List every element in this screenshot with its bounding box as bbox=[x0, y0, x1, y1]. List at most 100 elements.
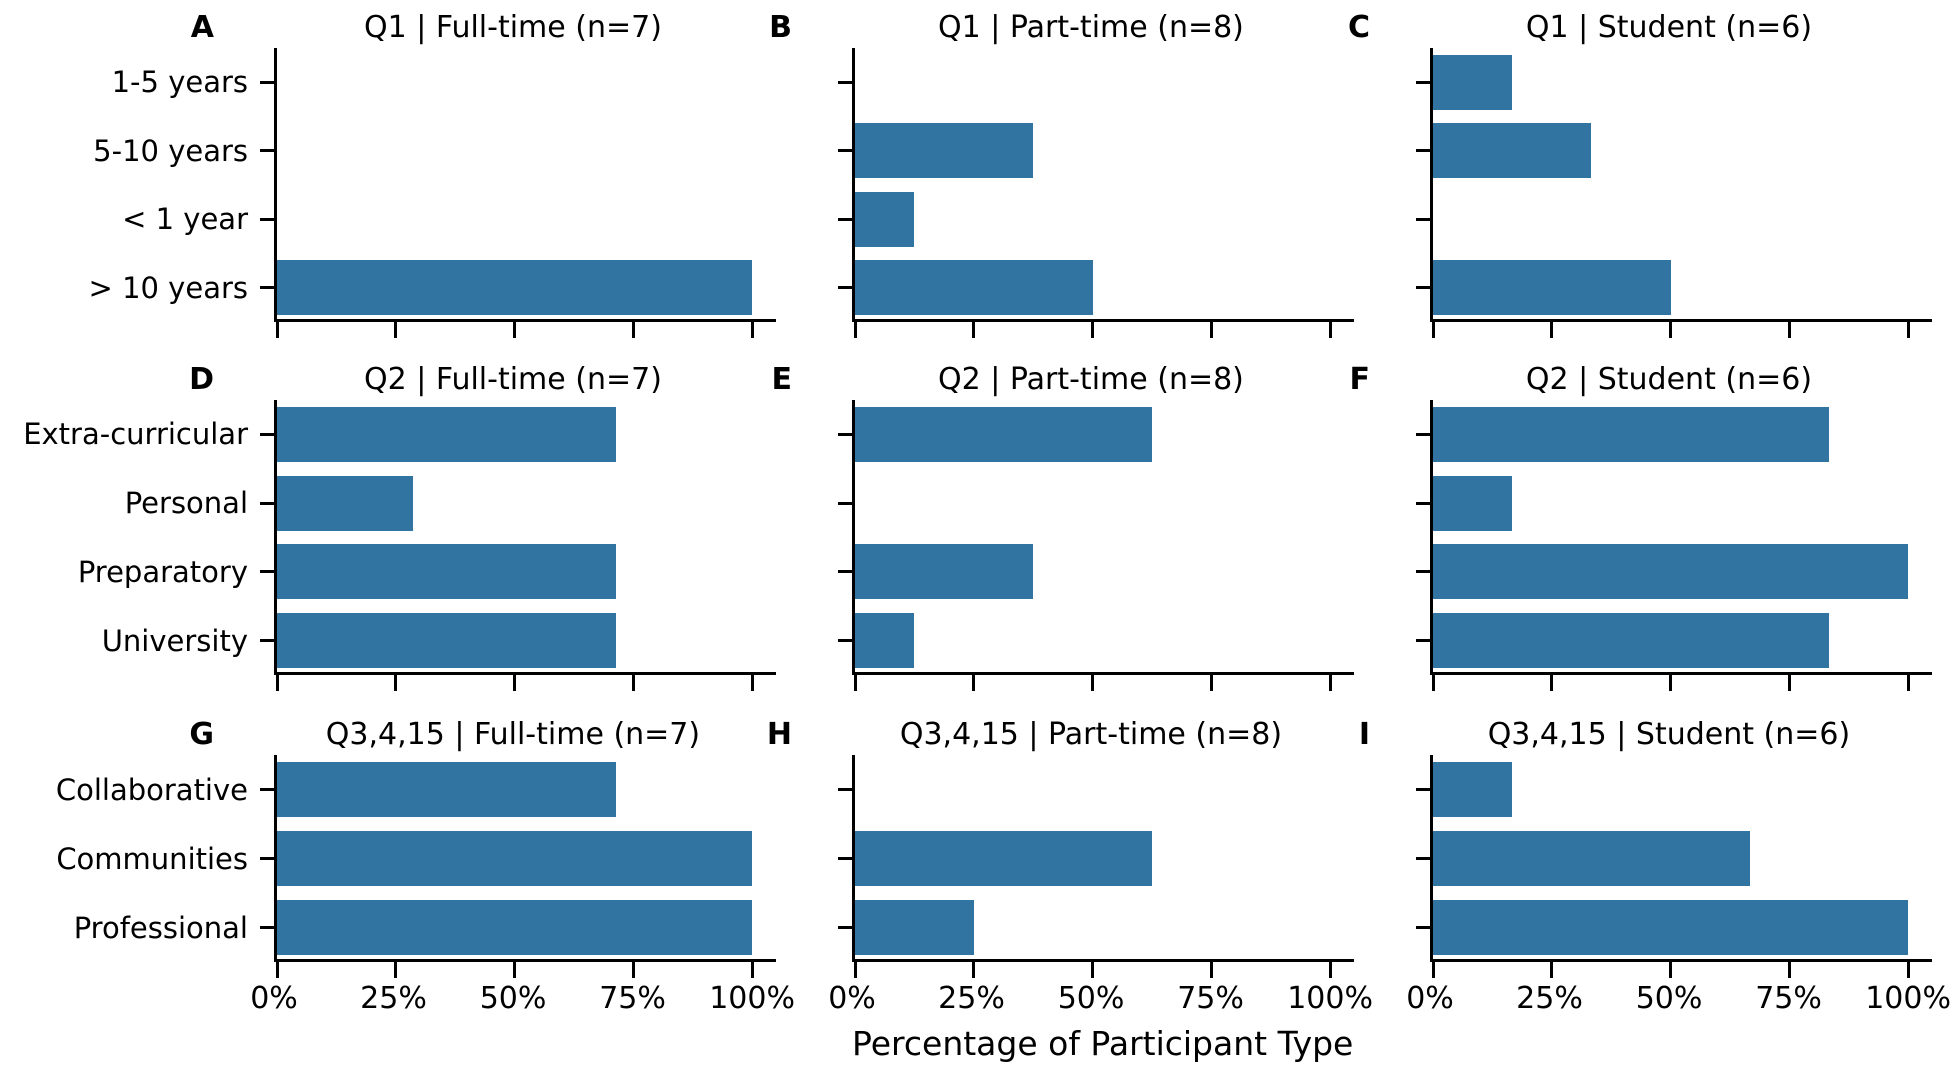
bar-e-preparatory bbox=[855, 544, 1034, 600]
y-tick-mark bbox=[260, 149, 274, 153]
bar-c-5-10-years bbox=[1433, 123, 1592, 179]
bar-b-10-years bbox=[855, 260, 1093, 316]
y-tick-mark bbox=[838, 501, 852, 505]
x-tick-mark bbox=[853, 675, 857, 691]
axes-a bbox=[260, 48, 776, 338]
x-axis-label: Percentage of Participant Type bbox=[852, 1024, 1354, 1063]
y-tick-mark bbox=[1416, 857, 1430, 860]
x-tick-mark bbox=[631, 962, 635, 978]
x-tick-mark bbox=[1787, 962, 1791, 978]
x-tick-label-25pct: 25% bbox=[1516, 981, 1583, 1016]
subplot-b-header: B Q1 | Part-time (n=8) bbox=[769, 0, 1354, 48]
y-tick-mark bbox=[1416, 149, 1430, 153]
x-tick-label-0pct: 0% bbox=[250, 981, 298, 1016]
y-tick-mark bbox=[838, 217, 852, 221]
x-tick-mark bbox=[1328, 675, 1332, 691]
x-tick-mark bbox=[1787, 675, 1791, 691]
bar-c-1-5-years bbox=[1433, 54, 1513, 110]
y-tick-label-extra-curricular: Extra-curricular bbox=[23, 417, 248, 452]
x-tick-mark bbox=[1906, 675, 1910, 691]
subplot-f-header: F Q2 | Student (n=6) bbox=[1350, 322, 1932, 400]
x-tick-mark bbox=[394, 962, 398, 978]
y-tick-mark bbox=[838, 570, 852, 574]
y-tick-label-communities: Communities bbox=[56, 841, 248, 876]
y-tick-mark bbox=[1416, 80, 1430, 84]
y-tick-mark bbox=[838, 788, 852, 791]
panel-letter-e: E bbox=[771, 362, 793, 397]
bar-f-extra-curricular bbox=[1433, 406, 1829, 462]
x-tick-mark bbox=[1431, 962, 1435, 978]
x-tick-mark bbox=[750, 962, 754, 978]
y-tick-labels-row-2: Extra-curricular Personal Preparatory Unive… bbox=[0, 400, 274, 675]
x-tick-mark bbox=[631, 322, 635, 338]
bar-d-university bbox=[277, 613, 617, 669]
x-tick-mark bbox=[1550, 675, 1554, 691]
y-tick-label-10-years: > 10 years bbox=[88, 270, 248, 305]
x-tick-mark bbox=[513, 322, 517, 338]
y-tick-mark bbox=[838, 149, 852, 153]
subplot-c-header: C Q1 | Student (n=6) bbox=[1348, 0, 1932, 48]
x-tick-mark bbox=[1431, 322, 1435, 338]
x-tick-mark bbox=[513, 675, 517, 691]
x-tick-mark bbox=[1669, 675, 1673, 691]
panel-letter-h: H bbox=[766, 717, 792, 752]
x-tick-label-75pct: 75% bbox=[1755, 981, 1822, 1016]
panel-letter-d: D bbox=[189, 362, 214, 397]
y-tick-mark bbox=[838, 286, 852, 290]
x-tick-label-50pct: 50% bbox=[479, 981, 547, 1016]
bar-i-collaborative bbox=[1433, 762, 1513, 817]
y-tick-labels-row-1: 1-5 years 5-10 years < 1 year > 10 years bbox=[0, 48, 274, 322]
x-tick-label-25pct: 25% bbox=[938, 981, 1005, 1016]
y-tick-mark bbox=[838, 639, 852, 643]
panel-letter-c: C bbox=[1347, 10, 1370, 45]
subplot-g-header: G Q3,4,15 | Full-time (n=7) bbox=[189, 675, 776, 755]
x-tick-mark bbox=[631, 675, 635, 691]
x-tick-mark bbox=[1091, 675, 1095, 691]
x-tick-label-75pct: 75% bbox=[1177, 981, 1244, 1016]
y-tick-mark bbox=[1416, 501, 1430, 505]
bar-c-10-years bbox=[1433, 260, 1671, 316]
bar-h-professional bbox=[855, 900, 974, 955]
bar-b-5-10-years bbox=[855, 123, 1034, 179]
x-tick-mark bbox=[1209, 962, 1213, 978]
y-tick-mark bbox=[260, 570, 274, 574]
bar-f-university bbox=[1433, 613, 1829, 669]
y-tick-mark bbox=[838, 432, 852, 436]
x-tick-label-0pct: 0% bbox=[1406, 981, 1454, 1016]
x-tick-mark bbox=[275, 962, 279, 978]
y-tick-label-university: University bbox=[101, 623, 248, 658]
subplot-a-header: A Q1 | Full-time (n=7) bbox=[191, 0, 776, 48]
y-tick-label-preparatory: Preparatory bbox=[77, 554, 248, 589]
subplot-e-header: E Q2 | Part-time (n=8) bbox=[772, 322, 1354, 400]
x-tick-mark bbox=[1328, 322, 1332, 338]
bar-e-extra-curricular bbox=[855, 406, 1153, 462]
panel-letter-i: I bbox=[1358, 717, 1370, 752]
x-tick-label-0pct: 0% bbox=[828, 981, 876, 1016]
x-axis-label-cell: Percentage of Participant Type bbox=[852, 1014, 1354, 1070]
axes-g bbox=[260, 755, 776, 978]
y-tick-label-1-year: < 1 year bbox=[122, 202, 248, 237]
y-tick-mark bbox=[1416, 286, 1430, 290]
axes-c bbox=[1416, 48, 1932, 338]
y-tick-mark bbox=[260, 788, 274, 791]
axes-i bbox=[1416, 755, 1932, 978]
x-tick-label-25pct: 25% bbox=[360, 981, 427, 1016]
y-tick-mark bbox=[260, 926, 274, 929]
axes-h bbox=[838, 755, 1354, 978]
x-tick-mark bbox=[853, 322, 857, 338]
x-tick-mark bbox=[275, 322, 279, 338]
x-tick-mark bbox=[513, 962, 517, 978]
bar-f-preparatory bbox=[1433, 544, 1909, 600]
subplot-title-i: Q3,4,15 | Student (n=6) bbox=[1487, 717, 1851, 752]
y-tick-mark bbox=[1416, 788, 1430, 791]
x-tick-mark bbox=[394, 675, 398, 691]
subplot-i-header: I Q3,4,15 | Student (n=6) bbox=[1359, 675, 1932, 755]
x-tick-label-100pct: 100% bbox=[1865, 981, 1951, 1016]
x-tick-label-100pct: 100% bbox=[709, 981, 795, 1016]
bar-g-professional bbox=[277, 900, 753, 955]
subplot-title-h: Q3,4,15 | Part-time (n=8) bbox=[899, 717, 1283, 752]
x-tick-mark bbox=[394, 322, 398, 338]
y-tick-mark bbox=[1416, 639, 1430, 643]
x-tick-labels-col-1: 0% 25% 50% 75% 100% bbox=[250, 962, 795, 1016]
y-tick-label-professional: Professional bbox=[73, 910, 248, 945]
